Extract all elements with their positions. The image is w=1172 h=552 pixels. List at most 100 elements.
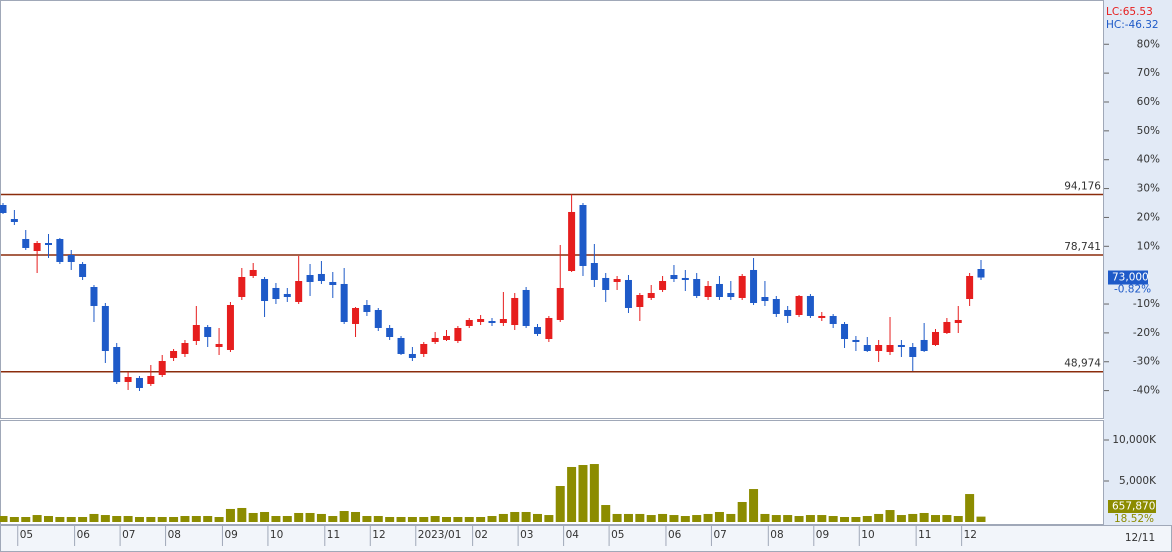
volume-bar xyxy=(771,515,781,522)
volume-bar xyxy=(623,513,633,522)
volume-tick-label: 10,000K xyxy=(1112,434,1157,446)
candle-body xyxy=(329,281,337,286)
candle-body xyxy=(283,293,291,298)
last-price-box xyxy=(1108,270,1148,285)
volume-bar xyxy=(271,516,281,522)
volume-bar xyxy=(78,516,88,522)
volume-bar xyxy=(385,516,395,522)
x-tick-label: 05 xyxy=(20,529,33,541)
volume-bar xyxy=(840,516,850,522)
candle-body xyxy=(568,211,576,272)
candle-body xyxy=(420,343,428,354)
volume-bar xyxy=(942,515,952,522)
volume-bar xyxy=(453,516,463,522)
volume-bar xyxy=(817,515,827,522)
volume-bar xyxy=(874,513,884,522)
volume-bar xyxy=(180,516,190,522)
volume-bar xyxy=(908,513,918,522)
candle-body xyxy=(647,293,655,298)
volume-bar xyxy=(953,516,963,522)
volume-bar xyxy=(351,511,361,522)
volume-bar xyxy=(237,507,247,522)
candle-body xyxy=(670,275,678,280)
candle-body xyxy=(147,375,155,384)
x-tick-label: 10 xyxy=(270,529,283,541)
candle-body xyxy=(170,351,178,358)
volume-bar xyxy=(316,513,326,522)
candle-body xyxy=(738,275,746,298)
candle-body xyxy=(443,335,451,340)
candle-body xyxy=(374,309,382,328)
candle-body xyxy=(363,305,371,312)
y-tick-label: -20% xyxy=(1133,327,1160,339)
y-tick-label: 80% xyxy=(1137,38,1160,50)
candle-body xyxy=(863,345,871,352)
volume-bar xyxy=(965,494,975,522)
y-tick-label: 20% xyxy=(1137,211,1160,223)
x-tick-label: 06 xyxy=(77,529,91,541)
volume-bar xyxy=(805,515,815,522)
candle-body xyxy=(10,219,18,222)
change-label: -0.82% xyxy=(1114,284,1151,296)
y-tick-label: -40% xyxy=(1133,385,1160,397)
candle-body xyxy=(852,339,860,342)
candle-body xyxy=(533,327,541,334)
candle-body xyxy=(215,343,223,348)
candle-body xyxy=(693,279,701,296)
candle-body xyxy=(590,263,598,280)
candle-body xyxy=(966,275,974,300)
candle-body xyxy=(488,321,496,324)
candle-body xyxy=(897,345,905,348)
volume-bar xyxy=(169,516,179,522)
candle-body xyxy=(681,277,689,280)
candle-body xyxy=(454,327,462,342)
level-label: 94,176 xyxy=(1064,180,1101,192)
volume-bar xyxy=(646,515,656,522)
volume-bar xyxy=(464,516,474,522)
volume-bar xyxy=(567,466,577,522)
candle-body xyxy=(750,269,758,304)
candle-body xyxy=(317,273,325,282)
x-axis-strip xyxy=(0,525,1172,552)
volume-bar xyxy=(521,511,531,522)
candle-body xyxy=(408,353,416,358)
x-tick-label: 11 xyxy=(918,529,931,541)
volume-bar xyxy=(248,512,258,522)
volume-bar xyxy=(55,516,65,522)
x-tick-label: 10 xyxy=(861,529,874,541)
candle-body xyxy=(818,315,826,318)
x-tick-label: 06 xyxy=(668,529,682,541)
volume-bar xyxy=(305,512,315,522)
volume-bar xyxy=(89,513,99,522)
volume-bar xyxy=(373,516,383,522)
volume-bar xyxy=(442,516,452,522)
candle-body xyxy=(56,239,64,262)
volume-last-box xyxy=(1108,500,1156,513)
y-tick-label: 70% xyxy=(1137,67,1160,79)
y-tick-label: -10% xyxy=(1133,298,1160,310)
x-tick-label: 04 xyxy=(566,529,580,541)
candle-body xyxy=(715,283,723,298)
x-tick-label: 11 xyxy=(327,529,340,541)
x-tick-label: 03 xyxy=(520,529,533,541)
volume-bar xyxy=(532,513,542,522)
volume-bar xyxy=(32,515,42,522)
candle-body xyxy=(340,283,348,322)
volume-bar xyxy=(225,508,235,522)
candle-body xyxy=(181,343,189,354)
volume-bar xyxy=(726,513,736,522)
volume-bar xyxy=(976,516,986,522)
candle-body xyxy=(795,295,803,316)
candle-body xyxy=(113,347,121,382)
candle-body xyxy=(295,281,303,302)
candle-body xyxy=(761,297,769,302)
candle-body xyxy=(499,319,507,324)
volume-bar xyxy=(498,513,508,522)
candle-body xyxy=(0,205,7,214)
volume-bar xyxy=(931,515,941,522)
hc-label: HC:-46.32 xyxy=(1106,19,1159,31)
volume-bar xyxy=(339,511,349,522)
candle-body xyxy=(602,277,610,290)
